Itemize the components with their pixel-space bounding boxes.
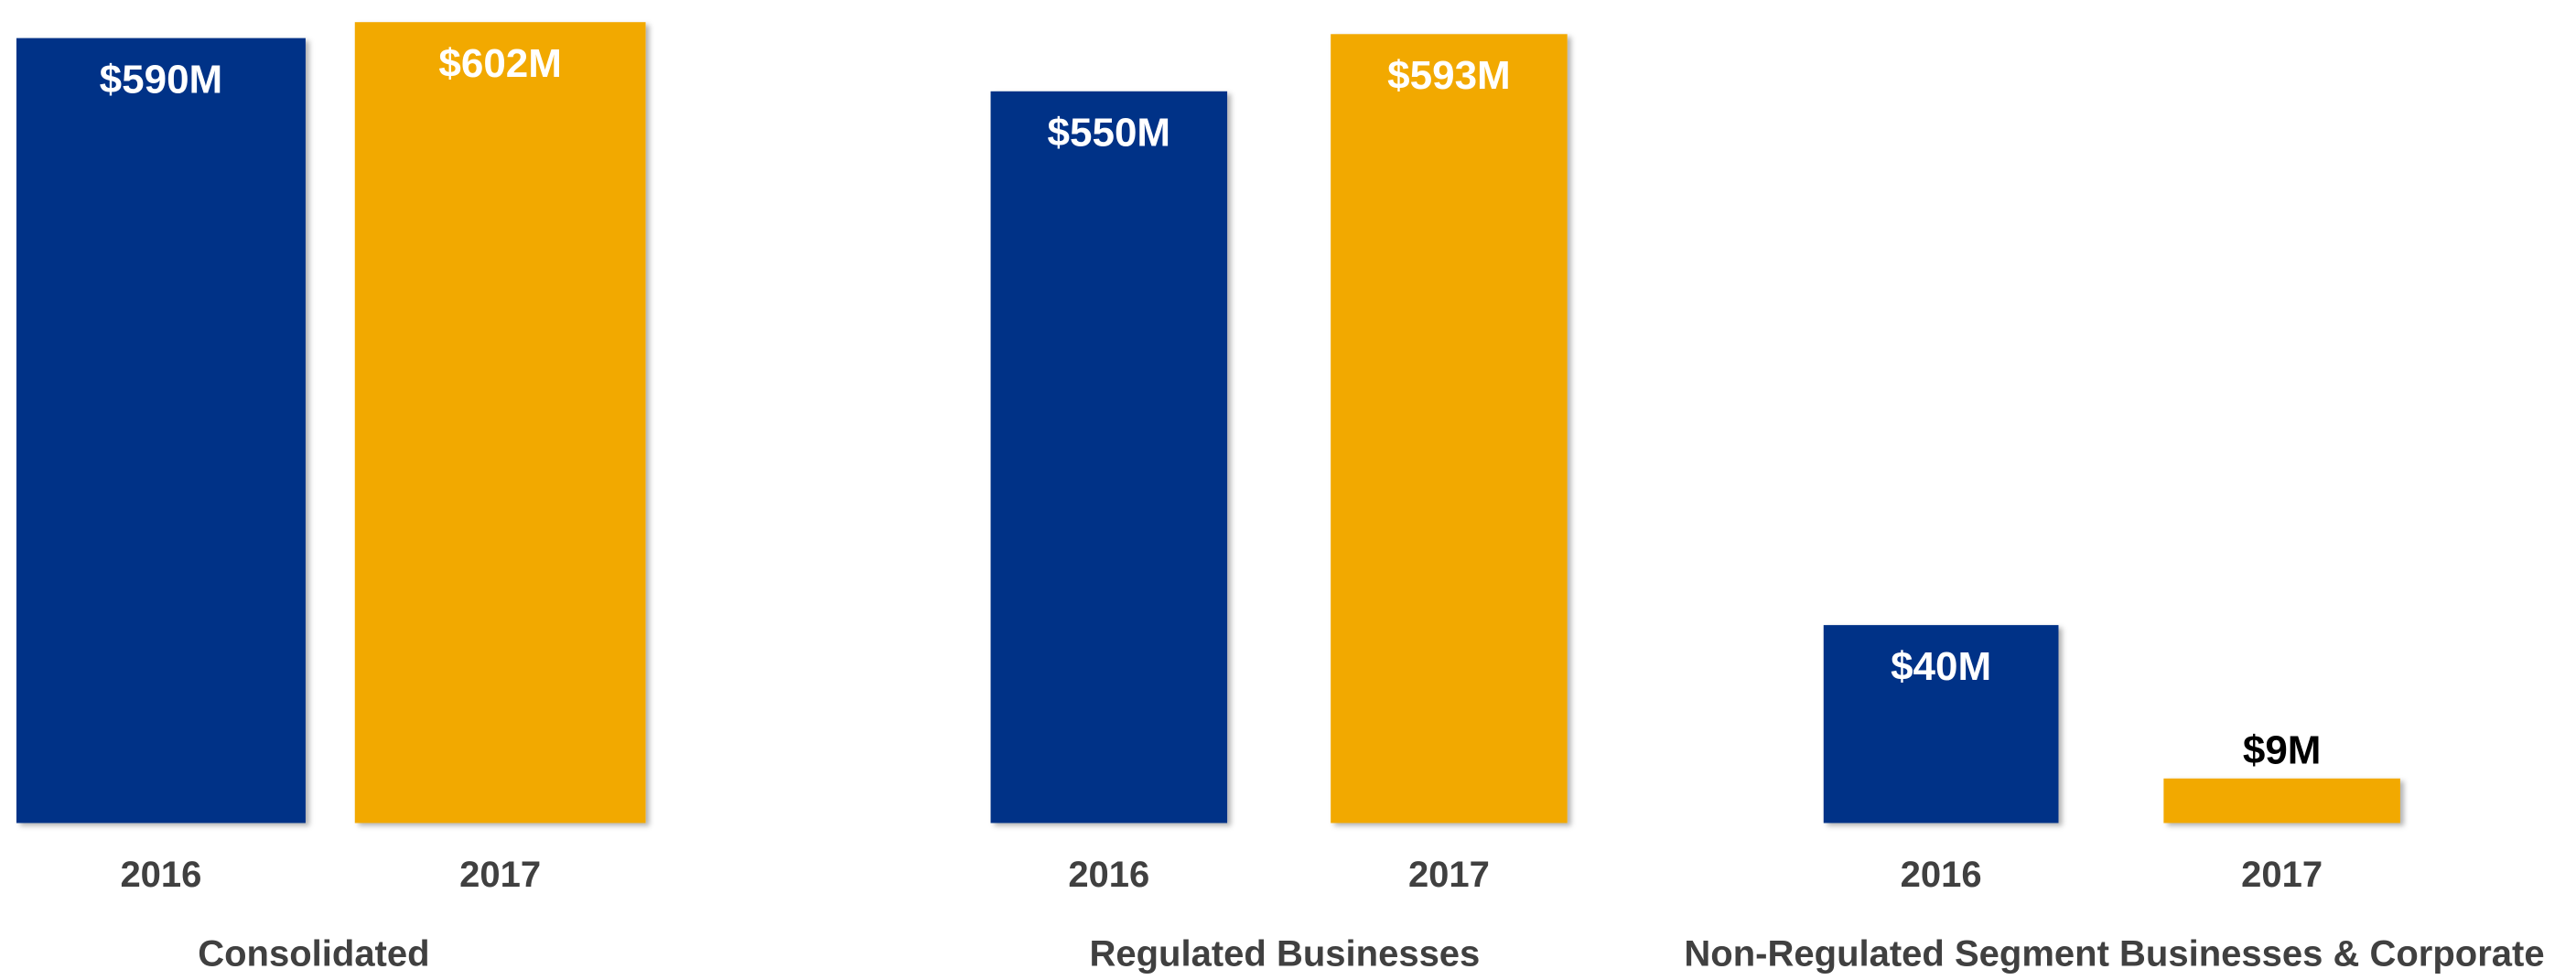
value-label: $9M — [2243, 727, 2322, 772]
x-tick-label: 2016 — [1068, 855, 1149, 895]
bar — [1823, 625, 2059, 824]
x-tick-label: 2017 — [1408, 855, 1490, 895]
value-label: $550M — [1048, 110, 1171, 155]
group-label: Consolidated — [198, 933, 429, 974]
value-label: $602M — [438, 41, 562, 86]
value-label: $590M — [100, 57, 223, 102]
bar — [16, 38, 306, 824]
bar — [1331, 34, 1568, 824]
value-label: $40M — [1891, 644, 1991, 689]
group-label: Non-Regulated Segment Businesses & Corpo… — [1684, 933, 2544, 974]
x-tick-label: 2017 — [459, 855, 541, 895]
bar — [2163, 778, 2400, 824]
group-label: Regulated Businesses — [1089, 933, 1480, 974]
x-tick-label: 2016 — [120, 855, 201, 895]
bar — [354, 22, 646, 824]
x-tick-label: 2017 — [2241, 855, 2323, 895]
value-label: $593M — [1387, 53, 1511, 98]
x-tick-label: 2016 — [1901, 855, 1982, 895]
bar — [990, 91, 1228, 824]
